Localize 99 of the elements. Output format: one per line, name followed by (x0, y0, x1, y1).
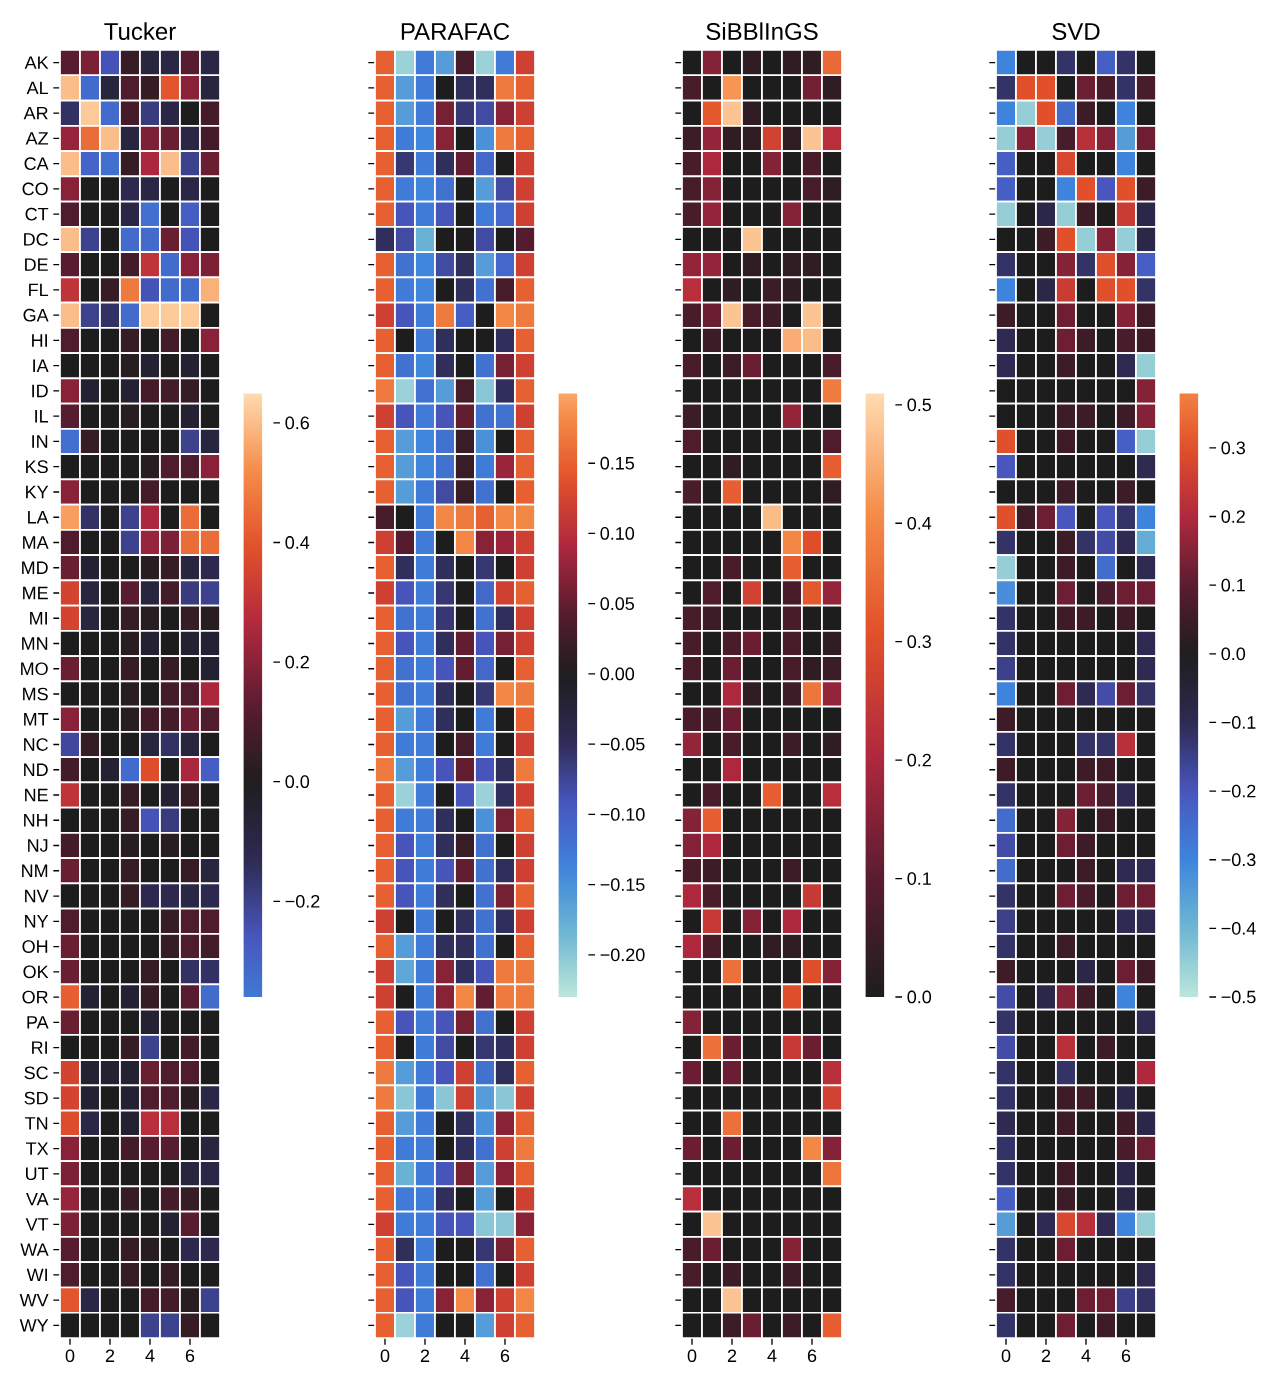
y-tick-label: KS (26, 460, 48, 474)
color-bar-label: −0.3 (1221, 853, 1256, 867)
y-tick-label: DC (24, 233, 48, 246)
color-bar-label: 0.0 (1221, 647, 1246, 661)
chart-title: SVD (1052, 22, 1100, 40)
color-bar-label: −0.05 (600, 737, 645, 751)
y-tick-label: WY (19, 1319, 49, 1332)
y-tick-label: TX (26, 1142, 49, 1155)
y-tick-label: IN (32, 435, 48, 448)
x-tick-label: 2 (105, 1349, 115, 1362)
y-tick-label: AL (26, 81, 49, 95)
y-tick-label: SD (24, 1091, 48, 1105)
x-tick-label: 0 (687, 1349, 697, 1363)
color-bar-label: 0.3 (907, 635, 931, 649)
y-tick-label: NV (25, 889, 49, 903)
y-tick-label: CA (24, 157, 49, 171)
color-bar-label: 0.6 (285, 416, 309, 430)
color-bar-label: 0.0 (907, 990, 932, 1004)
color-bar-label: −0.2 (1221, 784, 1256, 798)
color-bar-label: 0.4 (907, 516, 932, 530)
y-tick-label: WI (26, 1268, 47, 1282)
color-bar-label: 0.2 (907, 753, 931, 767)
y-tick-label: NM (22, 864, 48, 877)
color-bar-label: 0.1 (1221, 578, 1245, 592)
y-tick-label: CT (25, 207, 49, 221)
y-tick-label: LA (28, 511, 49, 524)
x-tick-label: 0 (380, 1349, 390, 1363)
y-tick-label: HI (32, 334, 47, 347)
x-tick-label: 6 (500, 1349, 510, 1363)
color-bar-label: 0.1 (907, 872, 931, 885)
y-tick-label: IL (35, 410, 49, 423)
color-bar-label: −0.4 (1221, 921, 1256, 935)
y-tick-label: MS (23, 687, 48, 701)
color-bar-label: 0.2 (285, 655, 309, 669)
y-tick-label: AK (24, 56, 49, 69)
x-tick-label: 4 (767, 1349, 777, 1362)
y-tick-label: NC (24, 738, 48, 751)
y-tick-label: MO (21, 662, 48, 676)
y-tick-label: OR (22, 990, 48, 1004)
y-tick-label: DE (25, 258, 48, 271)
y-tick-label: ID (32, 384, 48, 398)
y-tick-label: IA (33, 359, 49, 372)
chart-title: Tucker (104, 22, 176, 40)
y-tick-label: AZ (25, 132, 49, 145)
y-tick-label: CO (22, 182, 48, 196)
y-tick-label: RI (32, 1041, 47, 1054)
x-tick-label: 4 (460, 1349, 470, 1362)
color-bar-label: 0.4 (285, 536, 310, 549)
y-tick-label: MN (22, 637, 48, 650)
y-tick-label: VA (26, 1192, 49, 1206)
y-tick-label: OH (22, 940, 48, 953)
y-tick-label: NE (25, 788, 48, 802)
y-tick-label: NJ (28, 839, 48, 852)
y-tick-label: AR (23, 106, 48, 120)
color-bar-label: 0.3 (1221, 441, 1245, 455)
y-tick-label: WA (20, 1243, 49, 1256)
x-tick-label: 0 (65, 1349, 75, 1363)
y-tick-label: PA (27, 1016, 49, 1029)
color-bar-label: −0.15 (600, 878, 645, 891)
color-bar-label: 0.0 (285, 775, 310, 789)
y-tick-label: WV (19, 1293, 49, 1307)
x-tick-label: 2 (420, 1349, 430, 1362)
y-tick-label: TN (25, 1117, 48, 1130)
y-tick-label: ME (23, 586, 48, 600)
color-bar-label: −0.1 (1221, 716, 1256, 729)
color-bar-label: −0.5 (1221, 990, 1256, 1004)
color-bar-label: 0.05 (600, 597, 635, 611)
color-bar-label: −0.20 (600, 948, 645, 962)
x-tick-label: 6 (185, 1349, 195, 1363)
x-tick-label: 4 (145, 1349, 155, 1362)
color-bar-label: 0.15 (600, 456, 635, 470)
y-tick-label: VT (25, 1218, 49, 1231)
y-tick-label: KY (26, 485, 49, 499)
x-tick-label: 6 (1121, 1349, 1131, 1363)
y-tick-label: GA (23, 308, 49, 322)
y-tick-label: MD (22, 561, 48, 574)
y-tick-label: MT (24, 713, 49, 726)
x-tick-label: 6 (807, 1349, 817, 1363)
x-tick-label: 4 (1081, 1349, 1091, 1362)
color-bar-label: 0.2 (1221, 510, 1245, 523)
y-tick-label: FL (29, 283, 49, 297)
y-tick-label: NY (25, 915, 49, 928)
y-tick-label: UT (26, 1167, 49, 1181)
chart-title: SiBBlInGS (706, 22, 818, 40)
chart-title: PARAFAC (401, 22, 510, 40)
color-bar-label: −0.10 (600, 808, 645, 821)
y-tick-label: MA (23, 536, 49, 549)
y-tick-label: ND (24, 763, 48, 776)
x-tick-label: 2 (1041, 1349, 1051, 1362)
color-bar-label: 0.5 (907, 398, 932, 412)
color-bar-label: 0.00 (600, 667, 635, 681)
color-bar-label: −0.2 (285, 894, 320, 908)
x-tick-label: 2 (727, 1349, 737, 1362)
y-tick-label: SC (24, 1066, 48, 1080)
y-tick-label: OK (23, 965, 49, 979)
y-tick-label: NH (24, 814, 48, 827)
x-tick-label: 0 (1001, 1349, 1011, 1363)
y-tick-label: MI (30, 612, 47, 625)
color-bar-label: 0.10 (600, 527, 635, 540)
